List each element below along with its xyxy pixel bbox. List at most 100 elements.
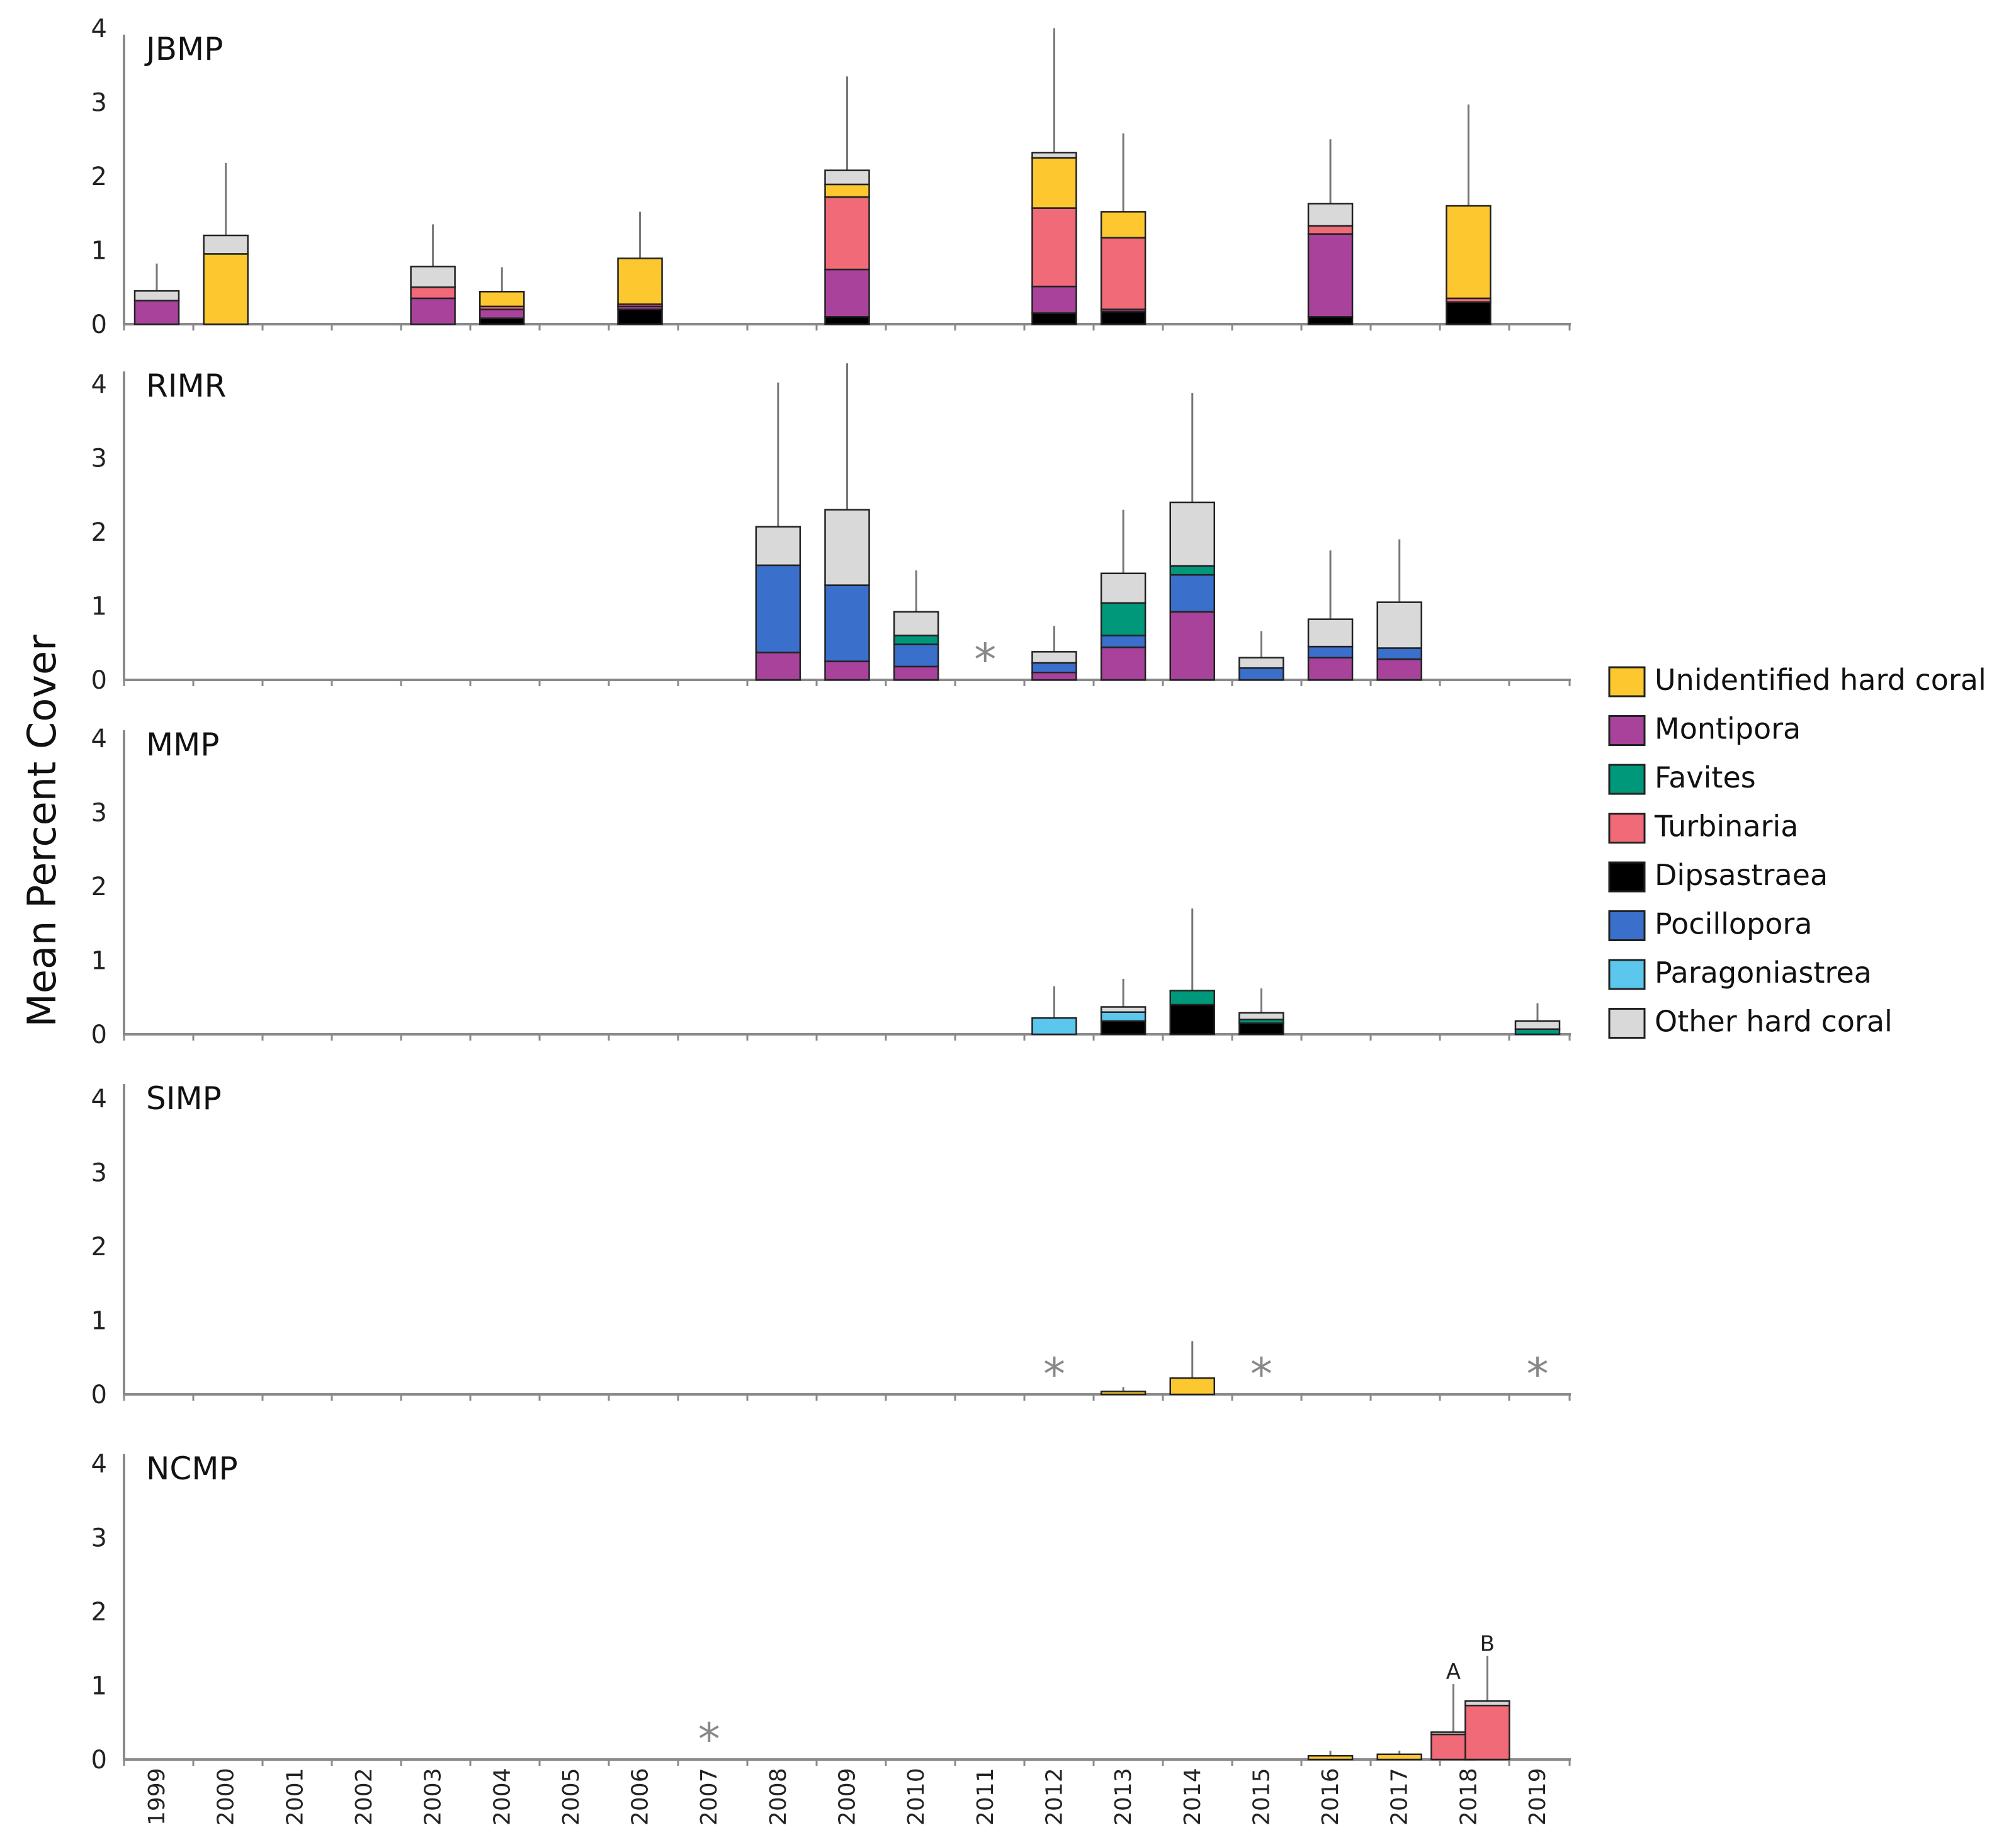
y-tick-label: 0 — [91, 1020, 107, 1049]
panel-title: MMP — [146, 726, 219, 763]
bar-segment-unidentified-hard-coral — [617, 257, 663, 305]
bar-segment-favites — [1169, 565, 1215, 576]
bar-segment-unidentified-hard-coral — [1376, 1753, 1422, 1761]
bar-segment-montipora — [893, 665, 939, 681]
x-tick-label: 2010 — [903, 1768, 929, 1826]
bar-segment-paragoniastrea — [1031, 1017, 1077, 1036]
bar-segment-montipora — [479, 308, 525, 319]
legend: Unidentified hard coral Montipora Favites T… — [1608, 663, 1986, 1039]
bar-segment-dipsastraea — [1238, 1022, 1284, 1036]
y-tick-label: 4 — [91, 14, 107, 43]
x-tick-label: 2019 — [1525, 1768, 1551, 1826]
x-tick-label: 2011 — [973, 1768, 999, 1826]
x-tick-label: 2016 — [1318, 1768, 1344, 1826]
bar-segment-montipora — [1307, 657, 1354, 681]
panel-title: SIMP — [146, 1080, 222, 1117]
bar-rimr-2010 — [893, 570, 939, 681]
bar-segment-montipora — [1031, 672, 1077, 681]
no-data-marker: * — [974, 634, 996, 686]
x-tick-label: 2012 — [1041, 1768, 1067, 1826]
bar-segment-turbinaria — [1031, 207, 1077, 288]
bar-segment-dipsastraea — [1307, 316, 1354, 325]
bar-mmp-2014 — [1169, 908, 1215, 1036]
x-tick-label: 2008 — [766, 1768, 791, 1826]
bar-segment-dipsastraea — [1446, 301, 1492, 325]
panel-title: RIMR — [146, 368, 226, 404]
bar-segment-other-hard-coral — [1514, 1020, 1561, 1031]
legend-item: Montipora — [1608, 712, 1801, 746]
bar-segment-montipora — [824, 268, 870, 318]
legend-swatch — [1608, 666, 1646, 698]
x-tick-label: 2000 — [213, 1768, 239, 1826]
bar-segment-other-hard-coral — [1238, 657, 1284, 669]
bar-rimr-2016 — [1307, 550, 1354, 681]
bar-simp-2014 — [1169, 1341, 1215, 1396]
bar-segment-pocillopora — [1376, 647, 1422, 660]
bar-segment-pocillopora — [1100, 635, 1147, 648]
bar-segment-dipsastraea — [1169, 1003, 1215, 1036]
y-tick-label: 1 — [91, 1672, 107, 1701]
bar-segment-montipora — [755, 652, 801, 681]
bar-segment-unidentified-hard-coral — [824, 183, 870, 198]
no-data-marker: * — [698, 1714, 720, 1765]
bar-segment-montipora — [1100, 647, 1147, 681]
y-tick-label: 2 — [91, 873, 107, 901]
bar-segment-dipsastraea — [1100, 310, 1147, 325]
no-data-marker: * — [1250, 1348, 1272, 1400]
y-tick-label: 3 — [91, 444, 107, 473]
legend-item: Dipsastraea — [1608, 858, 1828, 893]
y-tick-label: 1 — [91, 1307, 107, 1336]
y-tick-label: 1 — [91, 592, 107, 621]
bar-segment-dipsastraea — [1100, 1020, 1147, 1036]
bar-segment-other-hard-coral — [1031, 152, 1077, 159]
bar-segment-favites — [893, 635, 939, 645]
bar-segment-unidentified-hard-coral — [1446, 205, 1492, 300]
bar-segment-favites — [1169, 990, 1215, 1006]
bar-segment-pocillopora — [893, 643, 939, 668]
x-tick-label: 2003 — [421, 1768, 446, 1826]
bar-mmp-2013 — [1100, 978, 1147, 1036]
panel-rimr: 0 1 2 3 4 RIMR * — [91, 363, 1571, 695]
x-tick-label: 2006 — [628, 1768, 654, 1826]
y-axis-title: Mean Percent Cover — [19, 635, 65, 1027]
y-tick-label: 4 — [91, 725, 107, 754]
legend-swatch — [1608, 959, 1646, 990]
bar-segment-turbinaria — [1100, 237, 1147, 310]
legend-swatch — [1608, 861, 1646, 893]
y-tick-label: 3 — [91, 799, 107, 828]
y-tick-label: 2 — [91, 162, 107, 191]
y-tick-label: 4 — [91, 1450, 107, 1479]
bar-rimr-2009 — [824, 363, 870, 681]
x-tick-label: 2004 — [489, 1768, 515, 1826]
x-tick-label: 2014 — [1180, 1768, 1206, 1826]
bar-jbmp-2003 — [410, 224, 456, 325]
legend-label: Pocillopora — [1655, 907, 1812, 941]
x-tick-label: 2013 — [1111, 1768, 1136, 1826]
no-data-marker: * — [1527, 1348, 1549, 1400]
bar-segment-montipora — [824, 660, 870, 681]
bar-segment-other-hard-coral — [1307, 618, 1354, 648]
panel-title: NCMP — [146, 1450, 238, 1487]
y-tick-label: 3 — [91, 89, 107, 118]
bar-jbmp-2006 — [617, 212, 663, 325]
bar-jbmp-2018 — [1446, 104, 1492, 325]
bar-segment-other-hard-coral — [1100, 572, 1147, 604]
panel-mmp: 0 1 2 3 4 MMP — [91, 725, 1571, 1049]
panel-jbmp: 0 1 2 3 4 JBMP — [91, 14, 1571, 339]
legend-swatch — [1608, 813, 1646, 844]
bar-segment-unidentified-hard-coral — [1100, 1391, 1147, 1396]
bar-segment-turbinaria — [1464, 1704, 1510, 1761]
bar-segment-dipsastraea — [479, 317, 525, 325]
bar-segment-paragoniastrea — [1100, 1011, 1147, 1022]
bar-segment-unidentified-hard-coral — [203, 253, 249, 325]
bar-segment-montipora — [1031, 285, 1077, 314]
legend-label: Turbinaria — [1654, 810, 1798, 844]
bar-jbmp-2013 — [1100, 133, 1147, 325]
legend-label: Montipora — [1655, 712, 1801, 746]
legend-item: Turbinaria — [1608, 810, 1798, 844]
bar-segment-dipsastraea — [617, 308, 663, 325]
bar-segment-other-hard-coral — [824, 169, 870, 186]
bar-segment-dipsastraea — [1031, 312, 1077, 325]
bar-segment-other-hard-coral — [824, 509, 870, 586]
